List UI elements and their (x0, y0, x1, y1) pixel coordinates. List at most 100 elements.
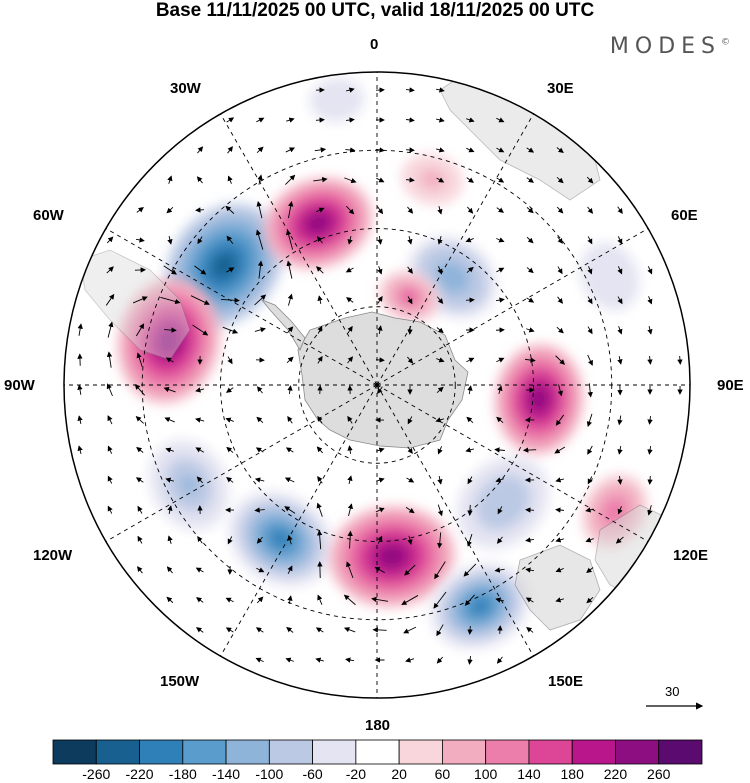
colorbar-swatch-7 (355, 739, 400, 765)
wind-vector-298 (585, 507, 595, 513)
wind-vector-62 (227, 175, 233, 184)
wind-vector-300 (586, 567, 594, 574)
wind-vector-71 (226, 446, 234, 453)
wind-vector-248 (497, 506, 503, 515)
colorbar-swatch-6 (312, 739, 357, 765)
wind-vector-78 (256, 117, 265, 123)
colorbar-tick-label: 180 (560, 766, 584, 782)
wind-vector-43 (197, 146, 204, 154)
wind-vector-145 (347, 356, 354, 364)
wind-vector-199 (436, 177, 445, 183)
lon-label-0: 0 (370, 36, 379, 53)
wind-vector-314 (647, 266, 653, 275)
wind-vector-15 (136, 207, 144, 213)
wind-vector-159 (376, 177, 385, 183)
wind-vector-247 (495, 477, 504, 483)
wind-vector-299 (585, 537, 594, 543)
wind-vector-36 (164, 417, 175, 423)
wind-vector-165 (375, 357, 385, 363)
anomaly-center-3 (149, 439, 229, 530)
wind-vector-76 (225, 597, 234, 603)
wind-vector-229 (467, 504, 473, 516)
wind-vector-120 (316, 207, 325, 213)
wind-vector-174 (372, 627, 387, 633)
lon-label-60w: 60W (33, 207, 64, 224)
antarctica-landmass (260, 299, 469, 449)
wind-vector-179 (405, 177, 415, 183)
lon-label-90w: 90W (4, 377, 35, 394)
wind-vector-147 (347, 415, 353, 424)
wind-vector-139 (344, 177, 357, 184)
wind-vector-297 (587, 476, 593, 485)
wind-vector-103 (287, 293, 293, 306)
wind-vector-41 (166, 566, 173, 574)
wind-vector-13 (107, 475, 113, 484)
colorbar-tick-label: -220 (125, 766, 154, 782)
wind-vector-23 (136, 446, 144, 453)
colorbar-tick-label: 260 (647, 766, 671, 782)
wind-vector-171 (377, 535, 383, 544)
wind-vector-135 (315, 657, 324, 663)
wind-vector-30 (167, 236, 173, 245)
wind-vector-292 (587, 326, 593, 335)
map-title: Base 11/11/2025 00 UTC, valid 18/11/2025… (155, 0, 595, 21)
lon-label-90e: 90E (717, 377, 744, 394)
wind-vector-293 (587, 354, 593, 366)
wind-vector-209 (437, 475, 443, 485)
wind-vector-268 (525, 567, 535, 573)
wind-vector-194 (403, 626, 417, 634)
wind-vector-282 (555, 477, 564, 483)
wind-vector-91 (254, 507, 265, 513)
wind-vector-180 (407, 206, 414, 214)
wind-vector-105 (286, 356, 294, 364)
wind-vector-295 (586, 413, 593, 428)
colorbar-tick-label: -140 (212, 766, 241, 782)
copyright-mark: © (721, 37, 730, 48)
wind-vector-208 (437, 446, 443, 455)
wind-vector-218 (466, 177, 474, 183)
wind-vector-191 (407, 535, 413, 546)
colorbar-tick-label: 220 (603, 766, 628, 782)
wind-vector-18 (132, 296, 148, 304)
wind-vector-198 (436, 147, 445, 153)
wind-vector-302 (617, 206, 623, 215)
wind-vector-140 (346, 205, 355, 215)
wind-vector-42 (166, 596, 174, 604)
wind-vector-44 (196, 176, 203, 184)
wind-vector-85 (254, 327, 266, 333)
wind-vector-207 (435, 417, 444, 423)
wind-vector-77 (225, 627, 234, 633)
wind-vector-39 (167, 505, 173, 515)
wind-vector-46 (197, 236, 203, 245)
wind-vector-303 (617, 236, 623, 245)
modes-logo: MODES© (610, 34, 730, 59)
wind-vector-34 (165, 357, 174, 363)
wind-vector-142 (345, 267, 354, 273)
wind-vector-196 (435, 87, 445, 93)
wind-vector-253 (496, 656, 503, 664)
wind-vector-200 (437, 206, 443, 215)
wind-vector-48 (190, 295, 210, 305)
wind-vector-149 (347, 475, 353, 484)
lon-label-150w: 150W (160, 673, 200, 690)
wind-vector-249 (496, 536, 503, 544)
wind-vector-80 (257, 174, 263, 185)
wind-vector-204 (436, 327, 444, 334)
wind-vector-124 (317, 325, 323, 334)
wind-vector-138 (345, 147, 356, 153)
wind-vector-106 (287, 385, 293, 395)
wind-vector-231 (463, 563, 477, 577)
lon-label-30e: 30E (547, 80, 574, 97)
wind-vector-235 (496, 117, 505, 123)
lon-label-60e: 60E (671, 207, 698, 224)
wind-vector-93 (256, 567, 265, 573)
colorbar-swatch-4 (225, 739, 270, 765)
wind-vector-20 (136, 352, 143, 367)
wind-vector-144 (347, 325, 353, 334)
wind-vector-54 (196, 476, 204, 484)
wind-vector-201 (437, 236, 443, 245)
wind-vector-99 (285, 174, 296, 185)
colorbar-tick-label: 100 (473, 766, 498, 782)
wind-vector-24 (135, 477, 144, 483)
colorbar-swatch-11 (528, 739, 573, 765)
